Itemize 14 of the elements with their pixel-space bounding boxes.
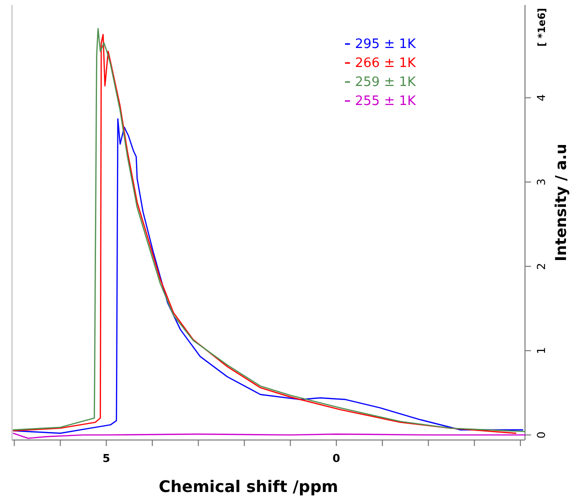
x-tick-label: 5 xyxy=(102,452,110,466)
legend-label: 266 ± 1K xyxy=(355,56,416,71)
legend-label: 259 ± 1K xyxy=(355,75,416,90)
line-series xyxy=(12,118,524,434)
legend-label: 255 ± 1K xyxy=(355,94,416,109)
y-axis-title: Intensity / a.u xyxy=(552,144,570,262)
y-tick-label: 1 xyxy=(534,347,548,354)
y-tick-label: 0 xyxy=(534,431,548,438)
text: [ *1e6] xyxy=(537,8,548,47)
y-tick-label: 2 xyxy=(534,262,548,270)
y-tick-label: 3 xyxy=(534,178,548,186)
x-axis-title: Chemical shift /ppm xyxy=(158,477,338,496)
legend-label: 295 ± 1K xyxy=(355,37,416,52)
y-tick-label: 4 xyxy=(534,94,548,102)
